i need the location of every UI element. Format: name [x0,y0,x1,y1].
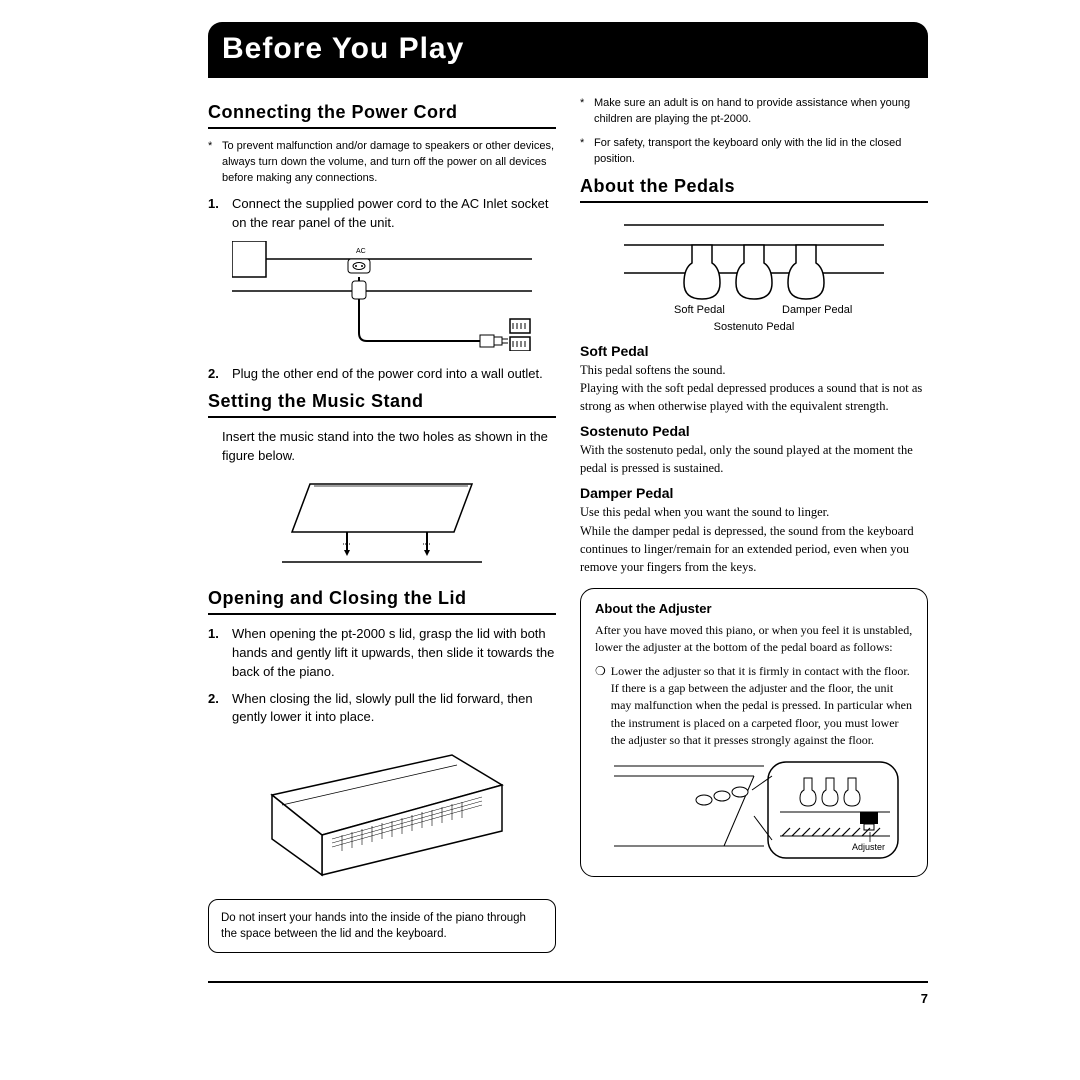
steps-lid: 1.When opening the pt-2000 s lid, grasp … [208,625,556,727]
section-rule [580,201,928,203]
manual-page: Before You Play Connecting the Power Cor… [208,22,928,1006]
asterisk-icon: * [580,96,588,128]
figure-power-cord: AC [232,241,532,351]
section-heading-pedals: About the Pedals [580,176,928,197]
adjuster-title: About the Adjuster [595,601,913,616]
adjuster-bullet: Lower the adjuster so that it is firmly … [611,663,913,750]
stand-body: Insert the music stand into the two hole… [222,428,556,466]
steps-power-2: 2.Plug the other end of the power cord i… [208,365,556,384]
soft-l2: Playing with the soft pedal depressed pr… [580,379,928,415]
adjuster-label: Adjuster [852,842,885,852]
step-item: 2.Plug the other end of the power cord i… [208,365,556,384]
figure-adjuster: Adjuster [604,756,904,866]
warning-callout: Do not insert your hands into the inside… [208,899,556,953]
svg-text:Soft Pedal: Soft Pedal [674,304,725,316]
step-item: 1.When opening the pt-2000 s lid, grasp … [208,625,556,682]
page-number: 7 [208,991,928,1006]
ac-label: AC [356,248,366,255]
note-text: For safety, transport the keyboard only … [594,136,928,168]
section-heading-lid: Opening and Closing the Lid [208,588,556,609]
soft-l1: This pedal softens the sound. [580,361,928,379]
figure-pedals: Soft Pedal Damper Pedal [604,213,904,323]
note-adult: * Make sure an adult is on hand to provi… [580,96,928,128]
section-heading-power: Connecting the Power Cord [208,102,556,123]
sub-damp: Damper Pedal [580,485,928,501]
step-text: When closing the lid, slowly pull the li… [232,690,556,728]
page-title: Before You Play [222,32,914,66]
svg-text:Damper Pedal: Damper Pedal [782,304,852,316]
note-text: Make sure an adult is on hand to provide… [594,96,928,128]
moon-bullet-icon: ❍ [595,663,606,750]
footer-rule [208,981,928,983]
figure-piano-lid [252,735,512,885]
asterisk-icon: * [580,136,588,168]
note-text: To prevent malfunction and/or damage to … [222,139,556,187]
step-item: 2.When closing the lid, slowly pull the … [208,690,556,728]
step-item: 1.Connect the supplied power cord to the… [208,195,556,233]
note-power: * To prevent malfunction and/or damage t… [208,139,556,187]
step-text: Plug the other end of the power cord int… [232,365,543,384]
warning-text: Do not insert your hands into the inside… [221,912,526,940]
sost-body: With the sostenuto pedal, only the sound… [580,441,928,477]
pedal-label-sostenuto: Sostenuto Pedal [580,321,928,333]
section-heading-stand: Setting the Music Stand [208,391,556,412]
section-rule [208,416,556,418]
section-rule [208,613,556,615]
figure-music-stand [272,474,492,574]
left-column: Connecting the Power Cord * To prevent m… [208,96,556,953]
adjuster-intro: After you have moved this piano, or when… [595,622,913,657]
damp-l2: While the damper pedal is depressed, the… [580,522,928,576]
adjuster-callout: About the Adjuster After you have moved … [580,588,928,877]
note-transport: * For safety, transport the keyboard onl… [580,136,928,168]
damp-l1: Use this pedal when you want the sound t… [580,503,928,521]
title-bar: Before You Play [208,22,928,78]
sub-soft: Soft Pedal [580,343,928,359]
step-text: Connect the supplied power cord to the A… [232,195,556,233]
section-rule [208,127,556,129]
steps-power: 1.Connect the supplied power cord to the… [208,195,556,233]
asterisk-icon: * [208,139,216,187]
sub-sost: Sostenuto Pedal [580,423,928,439]
right-column: * Make sure an adult is on hand to provi… [580,96,928,953]
content-area: Connecting the Power Cord * To prevent m… [208,78,928,1006]
step-text: When opening the pt-2000 s lid, grasp th… [232,625,556,682]
